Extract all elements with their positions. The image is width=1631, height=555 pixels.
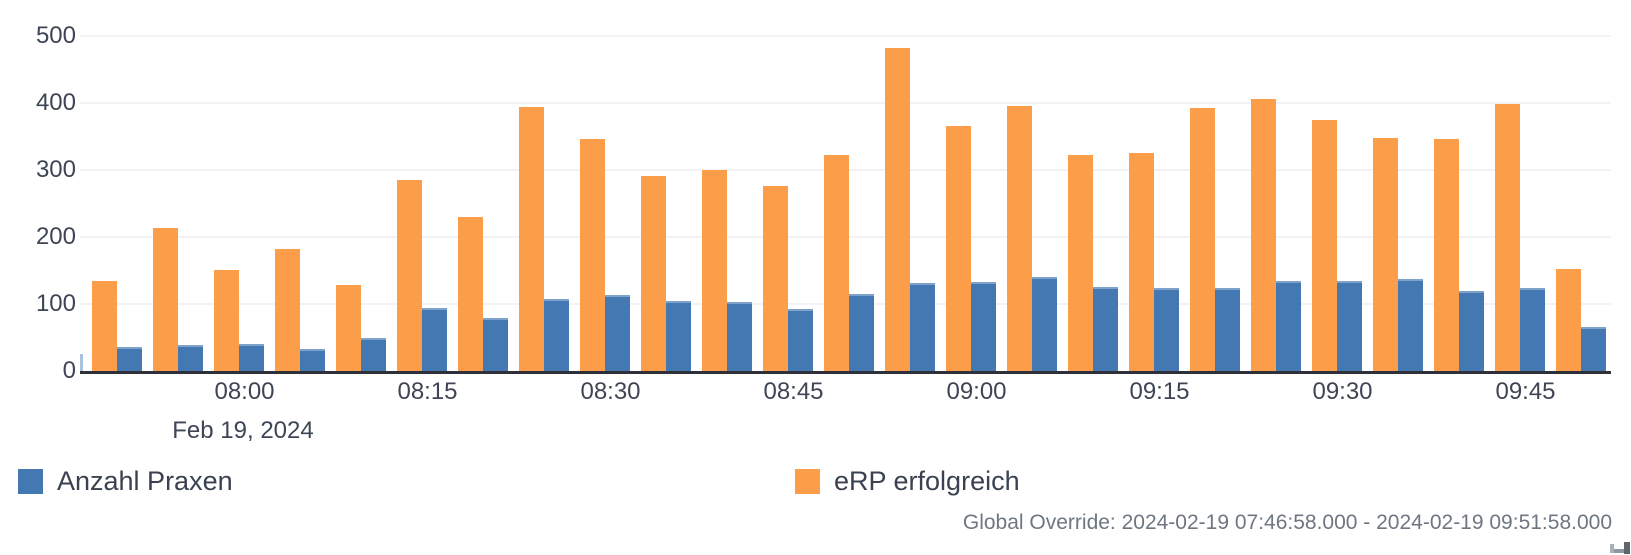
legend-label: Anzahl Praxen [57,466,233,496]
grid-line-400 [80,102,1611,104]
bar-anzahl-praxen-0755[interactable] [178,345,203,371]
x-axis-label-0845: 08:45 [763,378,824,405]
bar-erp-erfolgreich-0835[interactable] [641,176,666,371]
bar-erp-erfolgreich-0900[interactable] [946,126,971,371]
bar-anzahl-praxen-0935[interactable] [1398,279,1423,371]
x-axis-label-0815: 08:15 [397,378,458,405]
y-axis-label-500: 500 [35,22,76,49]
bar-erp-erfolgreich-0820[interactable] [458,217,483,371]
bar-erp-erfolgreich-0855[interactable] [885,48,910,371]
bar-anzahl-praxen-0950[interactable] [1581,327,1606,371]
x-axis-label-0915: 09:15 [1129,378,1190,405]
bar-erp-erfolgreich-0945[interactable] [1495,104,1520,371]
x-axis-label-0900: 09:00 [946,378,1007,405]
bar-erp-erfolgreich-0845[interactable] [763,186,788,371]
bar-anzahl-praxen-0815[interactable] [422,308,447,371]
global-override-label: Global Override: 2024-02-19 07:46:58.000… [962,511,1612,534]
bar-erp-erfolgreich-0810[interactable] [336,285,361,371]
resize-grip-knob [1624,542,1630,554]
bar-erp-erfolgreich-0830[interactable] [580,139,605,371]
bar-erp-erfolgreich-0940[interactable] [1434,139,1459,371]
bar-anzahl-praxen-0905[interactable] [1032,277,1057,371]
chart-plot-area [80,0,1631,371]
bar-anzahl-praxen-0835[interactable] [666,301,691,371]
bar-erp-erfolgreich-0805[interactable] [275,249,300,371]
grid-line-500 [80,35,1611,37]
x-axis-label-0830: 08:30 [580,378,641,405]
bar-erp-erfolgreich-0910[interactable] [1068,155,1093,371]
bar-anzahl-praxen-0850[interactable] [849,294,874,371]
bar-erp-erfolgreich-0815[interactable] [397,180,422,371]
bar-anzahl-praxen-0830[interactable] [605,295,630,371]
bar-erp-erfolgreich-0925[interactable] [1251,99,1276,371]
bar-anzahl-praxen-0925[interactable] [1276,281,1301,371]
legend-swatch-erp-erfolgreich-icon [795,469,820,494]
resize-grip-icon[interactable] [1610,541,1630,554]
bar-anzahl-praxen-0825[interactable] [544,299,569,371]
bar-erp-erfolgreich-0825[interactable] [519,107,544,371]
bar-erp-erfolgreich-0950[interactable] [1556,269,1581,371]
bar-anzahl-praxen-0920[interactable] [1215,288,1240,371]
bar-anzahl-praxen-0810[interactable] [361,338,386,371]
bar-erp-erfolgreich-0850[interactable] [824,155,849,371]
bar-anzahl-praxen-0915[interactable] [1154,288,1179,371]
y-axis-label-300: 300 [35,156,76,183]
x-axis-line [80,371,1611,374]
legend-item-erp-erfolgreich[interactable]: eRP erfolgreich [795,466,1020,497]
bar-anzahl-praxen-0820[interactable] [483,318,508,371]
bar-erp-erfolgreich-0750[interactable] [92,281,117,371]
bar-erp-erfolgreich-0800[interactable] [214,270,239,371]
bar-anzahl-praxen-0855[interactable] [910,283,935,371]
bar-erp-erfolgreich-0840[interactable] [702,170,727,371]
bar-erp-erfolgreich-0930[interactable] [1312,120,1337,371]
bar-erp-erfolgreich-0920[interactable] [1190,108,1215,371]
bar-anzahl-praxen-0805[interactable] [300,349,325,371]
x-axis-label-0930: 09:30 [1312,378,1373,405]
bar-erp-erfolgreich-0935[interactable] [1373,138,1398,371]
x-axis-date-label: Feb 19, 2024 [172,417,314,444]
resize-grip-stub [1610,544,1614,553]
bar-anzahl-praxen-0800[interactable] [239,344,264,371]
bar-anzahl-praxen-0940[interactable] [1459,291,1484,371]
y-axis-label-0: 0 [62,357,76,384]
bar-erp-erfolgreich-0905[interactable] [1007,106,1032,371]
bar-partial-clipped[interactable] [80,354,83,371]
bar-erp-erfolgreich-0915[interactable] [1129,153,1154,371]
legend-swatch-anzahl-praxen-icon [18,469,43,494]
bar-anzahl-praxen-0945[interactable] [1520,288,1545,371]
resize-grip-bar [1610,549,1625,553]
bar-anzahl-praxen-0900[interactable] [971,282,996,371]
bar-anzahl-praxen-0930[interactable] [1337,281,1362,371]
bar-anzahl-praxen-0750[interactable] [117,347,142,371]
bar-anzahl-praxen-0845[interactable] [788,309,813,371]
bar-anzahl-praxen-0910[interactable] [1093,287,1118,371]
bar-anzahl-praxen-0840[interactable] [727,302,752,371]
bar-erp-erfolgreich-0755[interactable] [153,228,178,371]
legend-item-anzahl-praxen[interactable]: Anzahl Praxen [18,466,233,497]
y-axis-label-100: 100 [35,290,76,317]
x-axis-label-0945: 09:45 [1495,378,1556,405]
y-axis-label-200: 200 [35,223,76,250]
x-axis-label-0800: 08:00 [214,378,275,405]
legend-label: eRP erfolgreich [834,466,1020,496]
y-axis-label-400: 400 [35,89,76,116]
